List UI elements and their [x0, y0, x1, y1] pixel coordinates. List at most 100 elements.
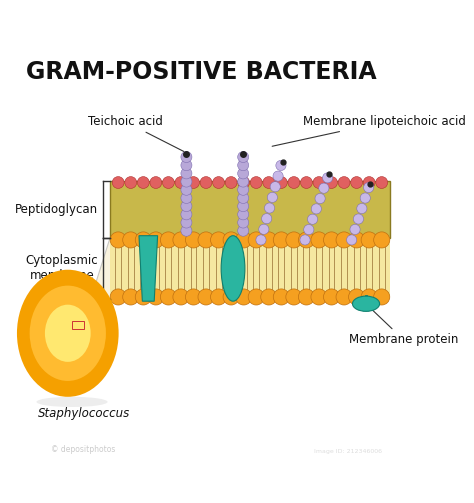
Circle shape	[273, 232, 290, 248]
Circle shape	[237, 201, 249, 212]
Circle shape	[288, 177, 300, 189]
Circle shape	[311, 289, 327, 305]
Circle shape	[181, 176, 192, 187]
Circle shape	[160, 289, 176, 305]
Text: Teichoic acid: Teichoic acid	[88, 115, 184, 151]
Circle shape	[361, 232, 377, 248]
Circle shape	[210, 289, 227, 305]
Circle shape	[237, 151, 249, 162]
Circle shape	[286, 289, 302, 305]
Circle shape	[137, 177, 149, 189]
Polygon shape	[139, 236, 157, 301]
Circle shape	[250, 177, 262, 189]
Circle shape	[248, 289, 264, 305]
Circle shape	[181, 160, 192, 171]
Circle shape	[346, 235, 357, 245]
Circle shape	[376, 177, 388, 189]
Circle shape	[110, 289, 126, 305]
Circle shape	[148, 289, 164, 305]
Text: Membrane lipoteichoic acid: Membrane lipoteichoic acid	[272, 115, 466, 146]
Circle shape	[350, 224, 360, 234]
Circle shape	[262, 214, 272, 224]
Circle shape	[123, 232, 139, 248]
Circle shape	[270, 182, 280, 192]
Circle shape	[304, 224, 314, 235]
Circle shape	[261, 232, 277, 248]
Circle shape	[185, 232, 201, 248]
Circle shape	[336, 232, 352, 248]
Circle shape	[351, 177, 363, 189]
Circle shape	[163, 177, 174, 189]
Circle shape	[319, 183, 329, 193]
Circle shape	[150, 177, 162, 189]
Circle shape	[225, 177, 237, 189]
Ellipse shape	[36, 397, 108, 407]
Circle shape	[188, 177, 200, 189]
Circle shape	[363, 177, 375, 189]
Circle shape	[236, 232, 252, 248]
Text: GRAM-POSITIVE BACTERIA: GRAM-POSITIVE BACTERIA	[26, 59, 376, 83]
Circle shape	[273, 171, 283, 181]
Circle shape	[313, 177, 325, 189]
Bar	[72, 320, 84, 329]
Circle shape	[181, 201, 192, 212]
Circle shape	[173, 289, 189, 305]
Circle shape	[160, 232, 176, 248]
Circle shape	[181, 209, 192, 220]
Circle shape	[112, 177, 124, 189]
Circle shape	[322, 173, 333, 183]
Circle shape	[315, 194, 325, 204]
Circle shape	[261, 289, 277, 305]
Circle shape	[123, 289, 139, 305]
Circle shape	[348, 289, 365, 305]
Circle shape	[267, 192, 277, 203]
Circle shape	[256, 235, 266, 245]
Circle shape	[275, 177, 287, 189]
Circle shape	[298, 232, 314, 248]
Circle shape	[135, 232, 151, 248]
Circle shape	[361, 289, 377, 305]
Bar	[110, 181, 390, 237]
Circle shape	[181, 151, 192, 162]
Ellipse shape	[221, 236, 245, 301]
Bar	[110, 237, 390, 299]
Circle shape	[308, 214, 318, 224]
Circle shape	[238, 177, 250, 189]
Circle shape	[237, 168, 249, 179]
Circle shape	[181, 168, 192, 179]
Circle shape	[237, 160, 249, 171]
Circle shape	[236, 289, 252, 305]
Circle shape	[185, 289, 201, 305]
Circle shape	[336, 289, 352, 305]
Circle shape	[237, 217, 249, 228]
Circle shape	[374, 232, 390, 248]
Circle shape	[323, 232, 339, 248]
Circle shape	[263, 177, 275, 189]
Circle shape	[223, 289, 239, 305]
Circle shape	[237, 225, 249, 236]
Circle shape	[338, 177, 350, 189]
Text: Cytoplasmic
membrane: Cytoplasmic membrane	[26, 255, 98, 283]
Polygon shape	[84, 237, 110, 329]
Circle shape	[237, 209, 249, 220]
Circle shape	[237, 176, 249, 187]
Circle shape	[259, 224, 269, 234]
Circle shape	[276, 160, 286, 171]
Ellipse shape	[45, 305, 91, 362]
Circle shape	[273, 289, 290, 305]
Circle shape	[348, 232, 365, 248]
Circle shape	[175, 177, 187, 189]
Circle shape	[311, 204, 321, 214]
Circle shape	[264, 203, 274, 213]
Text: Image ID: 212346006: Image ID: 212346006	[313, 450, 382, 454]
Circle shape	[198, 289, 214, 305]
Circle shape	[364, 183, 374, 193]
Circle shape	[110, 232, 126, 248]
Circle shape	[298, 289, 314, 305]
Circle shape	[200, 177, 212, 189]
Circle shape	[237, 193, 249, 204]
Circle shape	[286, 232, 302, 248]
Circle shape	[148, 232, 164, 248]
Ellipse shape	[17, 270, 118, 397]
Circle shape	[300, 235, 310, 245]
